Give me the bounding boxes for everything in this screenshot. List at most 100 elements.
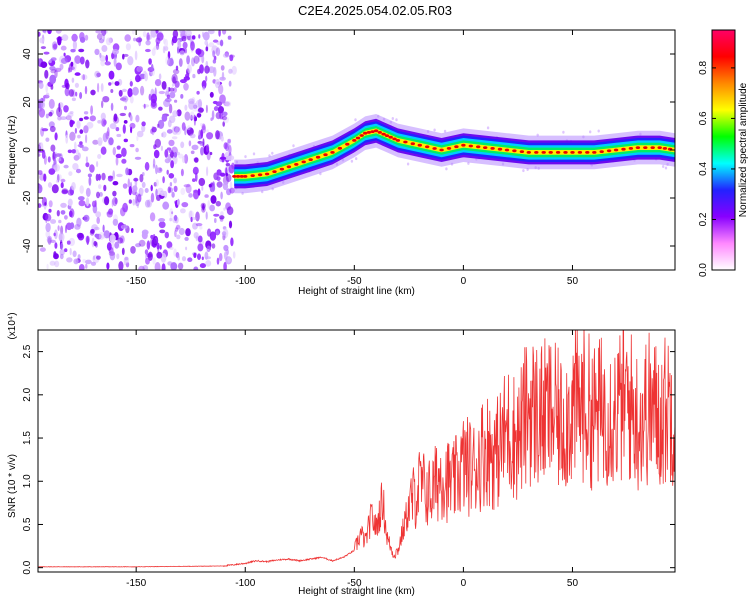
noise-blob	[229, 187, 235, 194]
noise-blob	[94, 70, 101, 78]
ridge-peak	[377, 131, 382, 134]
ridge-peak	[577, 151, 583, 154]
noise-blob	[70, 66, 75, 71]
noise-blob	[191, 35, 196, 40]
noise-blob	[218, 84, 224, 95]
ridge-peak	[512, 149, 517, 153]
noise-blob	[225, 172, 228, 177]
ridge-peak	[519, 150, 525, 154]
noise-blob	[144, 199, 151, 208]
noise-blob	[79, 36, 86, 43]
scatter-point	[355, 157, 358, 161]
noise-blob	[201, 54, 205, 64]
noise-blob	[213, 106, 219, 112]
noise-blob	[149, 212, 156, 222]
noise-blob	[171, 191, 175, 198]
noise-blob	[223, 251, 228, 260]
noise-blob	[204, 65, 210, 74]
noise-blob	[228, 220, 233, 229]
noise-blob	[60, 202, 67, 208]
noise-blob	[70, 222, 75, 230]
noise-blob	[225, 163, 231, 167]
scatter-point	[467, 161, 470, 165]
noise-blob	[101, 235, 106, 239]
noise-blob	[56, 157, 62, 162]
ridge-peak	[504, 148, 510, 152]
noise-blob	[173, 87, 177, 93]
noise-blob	[221, 231, 227, 237]
noise-blob	[166, 169, 169, 175]
noise-blob	[80, 74, 88, 81]
noise-blob	[184, 236, 189, 241]
ridge-peak	[235, 175, 241, 178]
noise-blob	[129, 81, 133, 87]
noise-blob	[158, 90, 166, 95]
ridge-peak	[381, 132, 386, 136]
noise-blob	[60, 210, 66, 215]
noise-blob	[150, 237, 157, 247]
noise-blob	[71, 149, 77, 154]
noise-blob	[194, 157, 199, 163]
noise-blob	[137, 193, 142, 203]
noise-blob	[101, 100, 104, 109]
ridge-peak	[541, 151, 546, 154]
noise-blob	[79, 92, 83, 99]
noise-blob	[128, 186, 132, 196]
noise-blob	[85, 263, 88, 269]
noise-blob	[161, 132, 164, 138]
noise-blob	[196, 90, 200, 95]
noise-blob	[178, 153, 184, 159]
noise-blob	[48, 208, 52, 213]
noise-blob	[60, 225, 64, 236]
noise-blob	[205, 144, 210, 153]
noise-blob	[153, 237, 158, 244]
noise-blob	[40, 46, 47, 50]
noise-blob	[96, 72, 101, 78]
noise-blob	[172, 69, 180, 75]
noise-blob	[226, 206, 234, 216]
ridge-peak	[635, 146, 641, 150]
noise-blob	[131, 228, 134, 233]
noise-blob	[168, 103, 173, 114]
noise-blob	[164, 231, 169, 239]
noise-blob	[101, 30, 107, 37]
noise-blob	[66, 257, 73, 263]
noise-blob	[100, 112, 106, 121]
noise-blob	[97, 120, 102, 124]
noise-blob	[141, 121, 146, 127]
noise-blob	[52, 43, 58, 50]
noise-blob	[227, 256, 231, 263]
noise-blob	[103, 119, 107, 126]
noise-blob	[185, 30, 192, 37]
noise-blob	[96, 255, 101, 260]
noise-blob	[96, 216, 100, 224]
ridge-peak	[257, 173, 263, 177]
scatter-point	[252, 152, 256, 156]
noise-blob	[105, 37, 112, 46]
noise-blob	[63, 248, 68, 253]
noise-blob	[146, 199, 152, 208]
noise-blob	[173, 151, 178, 158]
noise-blob	[100, 146, 107, 155]
scatter-point	[271, 151, 274, 155]
noise-blob	[64, 215, 68, 220]
noise-blob	[61, 34, 69, 41]
noise-blob	[79, 117, 84, 122]
noise-blob	[69, 248, 72, 256]
noise-blob	[153, 235, 159, 246]
noise-blob	[188, 140, 192, 147]
noise-blob	[64, 87, 70, 97]
noise-blob	[202, 203, 205, 211]
noise-blob	[174, 227, 179, 232]
noise-blob	[197, 107, 204, 113]
noise-blob	[115, 127, 120, 132]
noise-blob	[119, 112, 127, 117]
noise-blob	[145, 48, 151, 53]
noise-blob	[152, 257, 156, 265]
noise-blob	[38, 108, 46, 118]
noise-blob	[45, 137, 50, 142]
ridge-peak	[355, 136, 361, 140]
noise-blob	[181, 122, 186, 131]
noise-blob	[216, 181, 223, 188]
